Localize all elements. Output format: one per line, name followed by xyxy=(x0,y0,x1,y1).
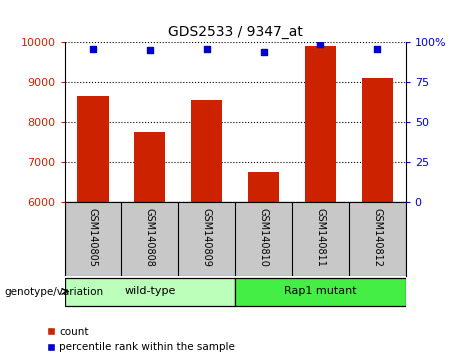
Text: wild-type: wild-type xyxy=(124,286,176,296)
Bar xyxy=(305,46,336,202)
Bar xyxy=(65,278,235,306)
Point xyxy=(373,46,381,52)
Bar xyxy=(77,96,109,202)
Bar xyxy=(235,278,406,306)
Bar xyxy=(191,100,222,202)
Text: genotype/variation: genotype/variation xyxy=(5,287,104,297)
Text: GSM140809: GSM140809 xyxy=(201,208,212,267)
Legend: count, percentile rank within the sample: count, percentile rank within the sample xyxy=(47,327,235,352)
Point xyxy=(260,49,267,55)
Bar xyxy=(248,172,279,202)
Text: GSM140811: GSM140811 xyxy=(315,208,325,267)
Point xyxy=(146,47,154,53)
Text: Rap1 mutant: Rap1 mutant xyxy=(284,286,357,296)
Point xyxy=(203,46,210,52)
Bar xyxy=(361,78,393,202)
Text: GSM140808: GSM140808 xyxy=(145,208,155,267)
Bar xyxy=(134,132,165,202)
Text: GSM140810: GSM140810 xyxy=(259,208,269,267)
Text: GSM140805: GSM140805 xyxy=(88,208,98,267)
Title: GDS2533 / 9347_at: GDS2533 / 9347_at xyxy=(168,25,302,39)
Point xyxy=(317,41,324,47)
Text: GSM140812: GSM140812 xyxy=(372,208,382,267)
Point xyxy=(89,46,97,52)
